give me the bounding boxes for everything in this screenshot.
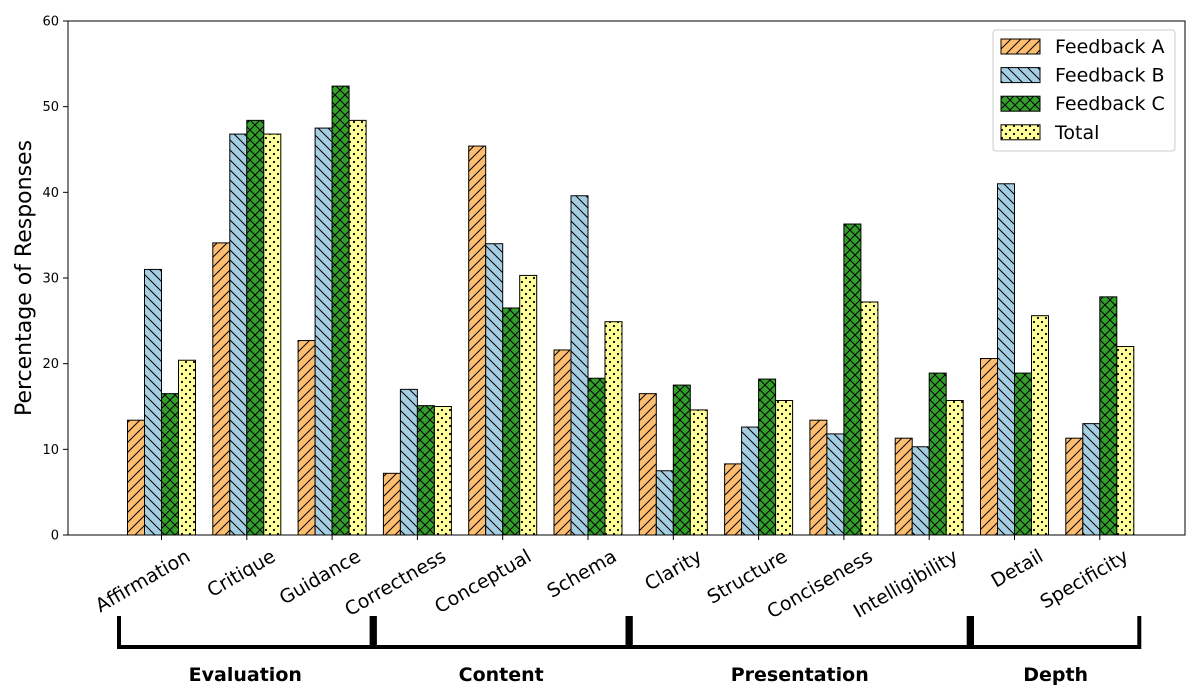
bar-feedback-c-correctness — [416, 405, 435, 536]
bar-feedback-a-structure — [724, 463, 743, 536]
bar-total-guidance — [348, 119, 367, 536]
x-tick-label-schema: Schema — [543, 545, 620, 602]
bar-total-correctness — [433, 406, 452, 536]
bar-feedback-c-intelligibility — [928, 372, 947, 536]
y-tick-label: 50 — [42, 100, 59, 115]
bar-feedback-c-conceptual — [502, 307, 521, 536]
group-bracket-presentation — [628, 616, 971, 649]
bar-feedback-c-affirmation — [161, 393, 179, 536]
legend-swatch-total — [1000, 124, 1041, 141]
bar-feedback-a-specificity — [1065, 437, 1084, 536]
y-tick-label: 0 — [51, 529, 59, 544]
bar-feedback-c-critique — [246, 119, 265, 536]
bar-total-affirmation — [178, 359, 196, 536]
x-tick-label-clarity: Clarity — [641, 545, 706, 595]
bar-total-intelligibility — [945, 400, 964, 536]
bar-total-schema — [604, 321, 623, 536]
bar-feedback-b-critique — [229, 133, 248, 536]
bar-feedback-a-intelligibility — [894, 437, 913, 536]
legend-box — [992, 29, 1176, 152]
bar-feedback-b-affirmation — [144, 268, 162, 536]
x-tick-label-conceptual: Conceptual — [431, 545, 535, 618]
bar-feedback-a-guidance — [297, 340, 316, 536]
y-tick-label: 10 — [42, 443, 59, 458]
legend-swatch-feedback-b — [1000, 67, 1041, 84]
y-tick-label: 20 — [42, 357, 59, 372]
bar-feedback-c-clarity — [672, 384, 691, 536]
bar-feedback-c-detail — [1014, 372, 1032, 536]
bar-total-specificity — [1116, 346, 1135, 536]
bar-total-critique — [263, 133, 282, 536]
bar-feedback-b-specificity — [1082, 423, 1101, 536]
bar-feedback-a-critique — [212, 242, 231, 536]
bar-feedback-a-affirmation — [127, 419, 145, 536]
bar-total-conciseness — [860, 301, 879, 536]
bar-feedback-b-detail — [997, 183, 1015, 536]
bar-feedback-b-structure — [741, 426, 760, 536]
y-axis-title: Percentage of Responses — [12, 140, 37, 416]
bar-total-conceptual — [519, 274, 538, 536]
legend-label-feedback-a: Feedback A — [1055, 36, 1165, 58]
group-bracket-evaluation — [117, 616, 374, 649]
bar-feedback-c-specificity — [1099, 296, 1118, 536]
legend: Feedback A Feedback B Feedback C Total — [992, 29, 1176, 152]
legend-label-total: Total — [1054, 122, 1099, 144]
bar-feedback-b-conceptual — [485, 243, 504, 536]
group-label-presentation: Presentation — [731, 664, 869, 686]
x-tick-label-critique: Critique — [203, 545, 279, 601]
bar-feedback-c-guidance — [331, 85, 350, 536]
x-tick-label-specificity: Specificity — [1036, 545, 1132, 613]
bar-feedback-a-conceptual — [468, 145, 487, 536]
group-label-content: Content — [459, 664, 544, 686]
legend-label-feedback-c: Feedback C — [1055, 93, 1165, 115]
legend-swatch-feedback-a — [1000, 38, 1041, 55]
legend-label-feedback-b: Feedback B — [1055, 65, 1165, 87]
bar-feedback-b-intelligibility — [911, 446, 930, 536]
category-labels: Affirmation CritiqueGuidanceCorrectnessCo… — [92, 545, 1133, 623]
bar-feedback-a-correctness — [382, 472, 401, 536]
bar-feedback-a-conciseness — [809, 419, 828, 536]
x-tick-label-detail: Detail — [988, 545, 1047, 592]
bar-feedback-a-schema — [553, 349, 572, 536]
group-label-evaluation: Evaluation — [189, 664, 302, 686]
bar-feedback-b-guidance — [314, 127, 333, 536]
group-bracket-content — [372, 616, 630, 649]
bar-feedback-c-structure — [758, 378, 777, 536]
y-tick-label: 40 — [42, 186, 59, 201]
bar-feedback-a-detail — [980, 358, 998, 536]
bar-feedback-b-schema — [570, 195, 589, 536]
bar-feedback-c-schema — [587, 377, 606, 536]
bar-feedback-b-correctness — [399, 388, 418, 536]
y-tick-label: 30 — [42, 272, 59, 287]
bar-total-detail — [1031, 315, 1049, 536]
legend-swatch-feedback-c — [1000, 95, 1041, 112]
bar-feedback-a-clarity — [638, 393, 657, 536]
x-tick-label-affirmation: Affirmation — [92, 545, 194, 617]
bar-feedback-b-clarity — [655, 470, 674, 536]
group-bracket-depth — [970, 616, 1142, 649]
bar-total-clarity — [689, 409, 708, 536]
group-label-depth: Depth — [1023, 664, 1088, 686]
bar-feedback-b-conciseness — [826, 433, 845, 536]
axes: 0 10 20 30 40 50 60 Percentage of Responses — [12, 15, 1186, 544]
bar-total-structure — [775, 400, 794, 536]
group-brackets: Evaluation Content Presentation Depth — [117, 616, 1142, 686]
y-tick-label: 60 — [42, 15, 59, 30]
bar-feedback-c-conciseness — [843, 223, 862, 536]
